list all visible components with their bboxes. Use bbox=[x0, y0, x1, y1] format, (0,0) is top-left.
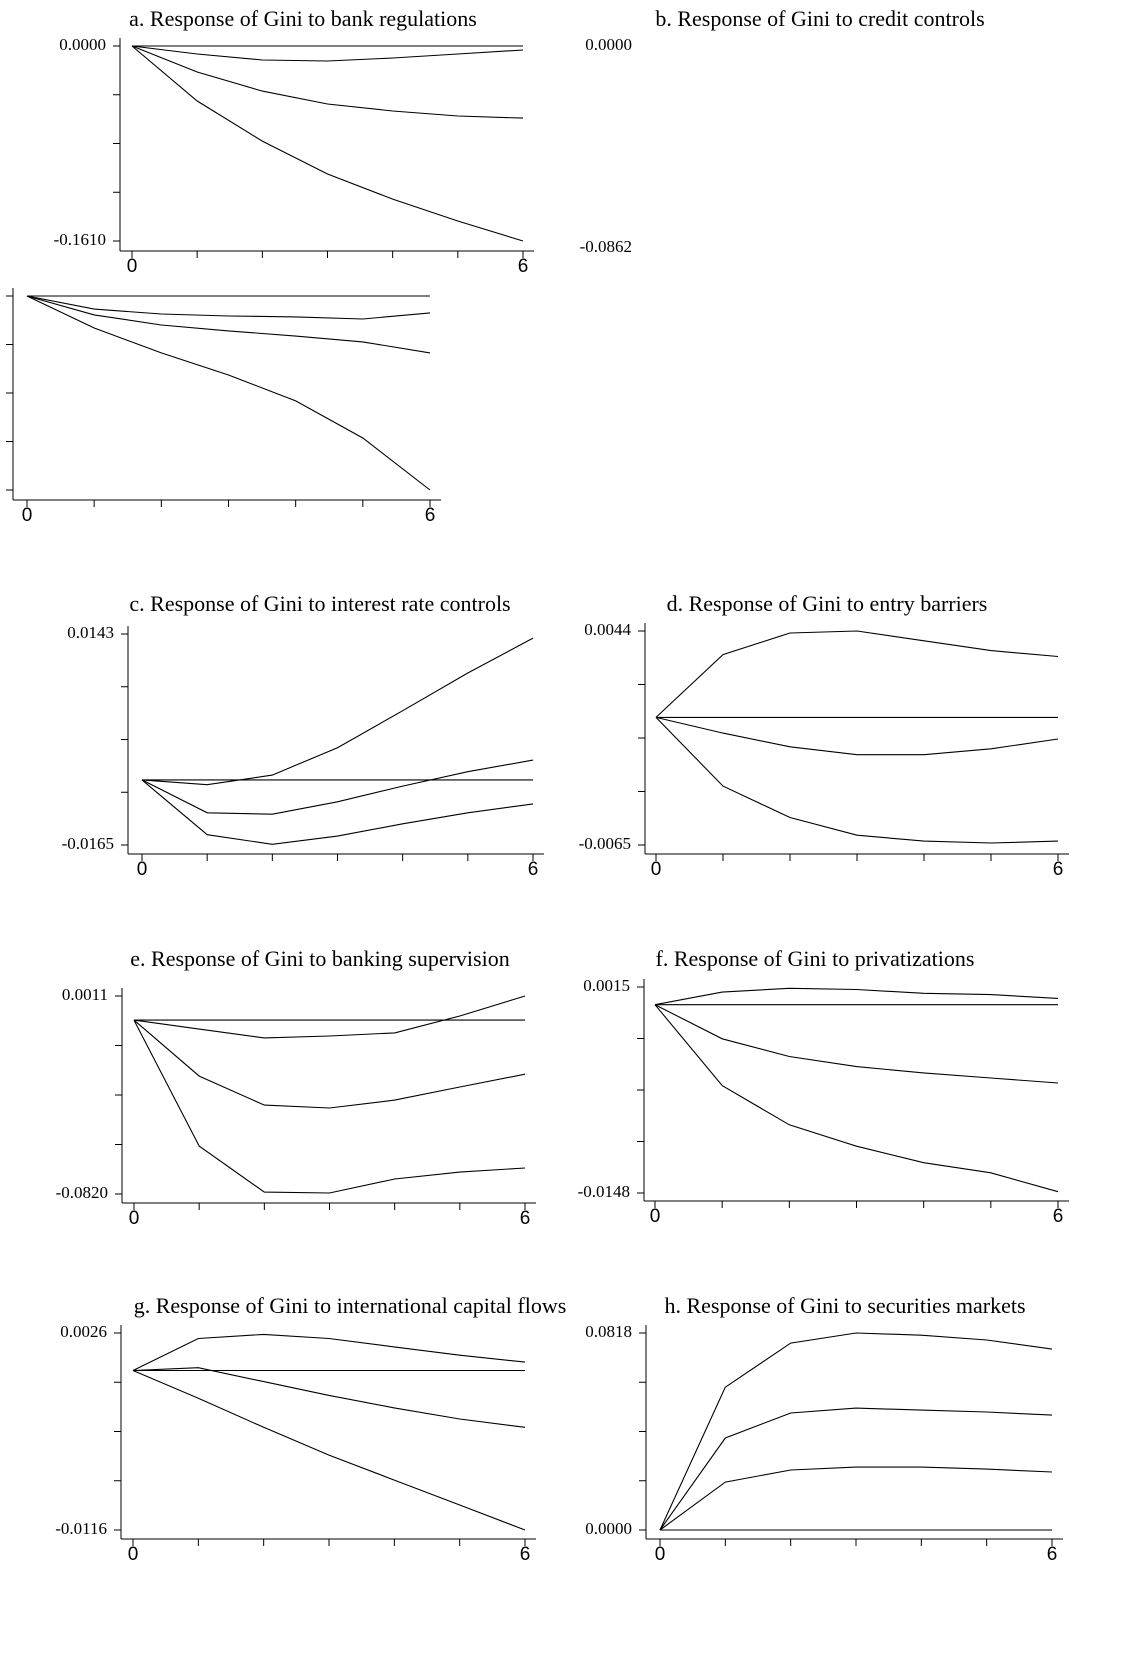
series-line bbox=[141, 759, 534, 815]
series-line bbox=[131, 45, 524, 62]
series-line bbox=[655, 717, 1059, 844]
x-tick-label: 0 bbox=[128, 1544, 139, 1565]
y-tick-label: -0.0116 bbox=[55, 1519, 107, 1538]
y-tick-label: -0.1610 bbox=[54, 230, 106, 249]
series-line bbox=[659, 1407, 1053, 1531]
y-tick-label: 0.0015 bbox=[583, 976, 630, 995]
y-tick-label: -0.0065 bbox=[579, 834, 631, 853]
series-line bbox=[132, 1369, 526, 1531]
series-line bbox=[659, 1466, 1053, 1531]
y-tick-label: 0.0011 bbox=[62, 985, 108, 1004]
series-line bbox=[133, 1019, 526, 1109]
series-line bbox=[654, 1004, 1059, 1084]
panel-title: h. Response of Gini to securities market… bbox=[664, 1293, 1025, 1318]
x-tick-label: 6 bbox=[518, 256, 529, 277]
series-line bbox=[131, 45, 524, 242]
series-line bbox=[655, 716, 1059, 756]
panel-title: a. Response of Gini to bank regulations bbox=[129, 6, 477, 31]
y-tick-label: -0.0862 bbox=[580, 237, 632, 256]
x-tick-label: 6 bbox=[425, 505, 436, 526]
series-line bbox=[141, 637, 534, 786]
y-tick-label: 0.0000 bbox=[585, 35, 632, 54]
series-line bbox=[133, 1019, 526, 1194]
series-line bbox=[133, 995, 526, 1039]
x-tick-label: 0 bbox=[651, 859, 662, 880]
panel-title: c. Response of Gini to interest rate con… bbox=[129, 591, 510, 616]
series-line bbox=[26, 295, 431, 354]
x-tick-label: 0 bbox=[650, 1206, 661, 1227]
y-tick-label: 0.0044 bbox=[584, 620, 631, 639]
series-line bbox=[659, 1332, 1053, 1531]
x-tick-label: 0 bbox=[22, 505, 33, 526]
x-tick-label: 6 bbox=[1053, 1206, 1064, 1227]
panel-title: g. Response of Gini to international cap… bbox=[134, 1293, 567, 1318]
x-tick-label: 6 bbox=[520, 1544, 531, 1565]
series-line bbox=[26, 295, 431, 491]
x-tick-label: 6 bbox=[528, 859, 539, 880]
series-line bbox=[132, 1367, 526, 1428]
series-line bbox=[131, 45, 524, 119]
series-line bbox=[655, 630, 1059, 718]
x-tick-label: 0 bbox=[127, 256, 138, 277]
series-line bbox=[141, 779, 534, 845]
y-tick-label: 0.0818 bbox=[585, 1322, 632, 1341]
y-tick-label: 0.0000 bbox=[585, 1519, 632, 1538]
panel-title: e. Response of Gini to banking supervisi… bbox=[130, 946, 509, 971]
x-tick-label: 0 bbox=[655, 1544, 666, 1565]
series-line bbox=[132, 1333, 526, 1371]
panel-title: b. Response of Gini to credit controls bbox=[655, 6, 984, 31]
x-tick-label: 6 bbox=[1053, 859, 1064, 880]
series-line bbox=[654, 1004, 1059, 1193]
panel-title: d. Response of Gini to entry barriers bbox=[667, 591, 988, 616]
series-line bbox=[26, 295, 431, 320]
x-tick-label: 0 bbox=[129, 1208, 140, 1229]
x-tick-label: 6 bbox=[1047, 1544, 1058, 1565]
y-tick-label: -0.0148 bbox=[578, 1182, 630, 1201]
x-tick-label: 0 bbox=[137, 859, 148, 880]
y-tick-label: 0.0143 bbox=[67, 623, 114, 642]
y-tick-label: -0.0165 bbox=[62, 834, 114, 853]
x-tick-label: 6 bbox=[520, 1208, 531, 1229]
y-tick-label: 0.0026 bbox=[60, 1322, 107, 1341]
y-tick-label: -0.0820 bbox=[56, 1183, 108, 1202]
y-tick-label: 0.0000 bbox=[59, 35, 106, 54]
series-line bbox=[654, 987, 1059, 1006]
panel-title: f. Response of Gini to privatizations bbox=[656, 946, 975, 971]
